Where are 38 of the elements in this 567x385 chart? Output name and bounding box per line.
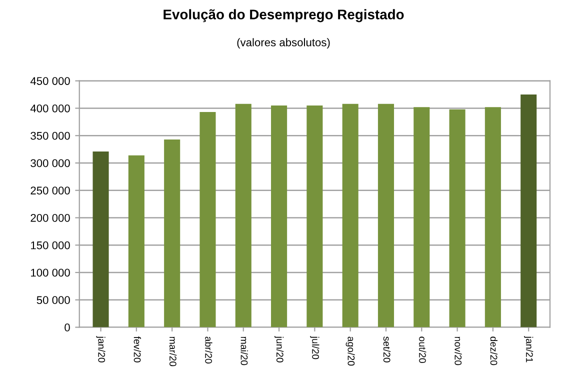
chart-title: Evolução do Desemprego Registado [164, 9, 404, 22]
x-tick-label: jun/20 [274, 336, 284, 362]
bar [128, 155, 144, 328]
y-tick-label: 100 000 [31, 268, 70, 277]
x-tick-label: mai/20 [240, 336, 248, 366]
y-tick-label: 400 000 [30, 104, 70, 112]
x-tick-label: dez/20 [490, 336, 498, 366]
x-tick-label: nov/20 [454, 336, 462, 366]
bar [520, 94, 537, 328]
y-tick-label: 200 000 [30, 214, 70, 222]
bar [92, 151, 109, 328]
bar [342, 104, 358, 328]
y-tick-label: 300 000 [30, 159, 70, 168]
y-tick-label: 0 [64, 324, 70, 332]
bar [484, 107, 501, 328]
x-tick-label: ago/20 [346, 336, 355, 366]
bar [306, 105, 323, 328]
x-tick-label: jan/20 [96, 336, 106, 362]
bar [164, 139, 180, 328]
y-tick-label: 250 000 [30, 186, 70, 194]
chart-subtitle: (valores absolutos) [237, 38, 330, 48]
y-tick-label: 150 000 [31, 241, 70, 250]
bar [378, 104, 394, 328]
x-tick-label: mar/20 [169, 336, 177, 366]
y-tick-label: 450 000 [30, 77, 70, 85]
x-tick-label: fev/20 [134, 336, 141, 362]
bar [200, 112, 216, 328]
x-tick-label: abr/20 [205, 336, 212, 364]
y-tick-label: 350 000 [30, 132, 70, 140]
bar [235, 104, 252, 328]
bar [271, 105, 288, 328]
x-tick-label: jul/20 [310, 336, 320, 360]
bar [449, 109, 466, 328]
bar [414, 107, 430, 328]
x-tick-label: out/20 [419, 336, 426, 363]
y-tick-label: 50 000 [36, 296, 70, 304]
x-tick-label: set/20 [383, 336, 391, 362]
x-tick-label: jan/21 [524, 336, 534, 362]
